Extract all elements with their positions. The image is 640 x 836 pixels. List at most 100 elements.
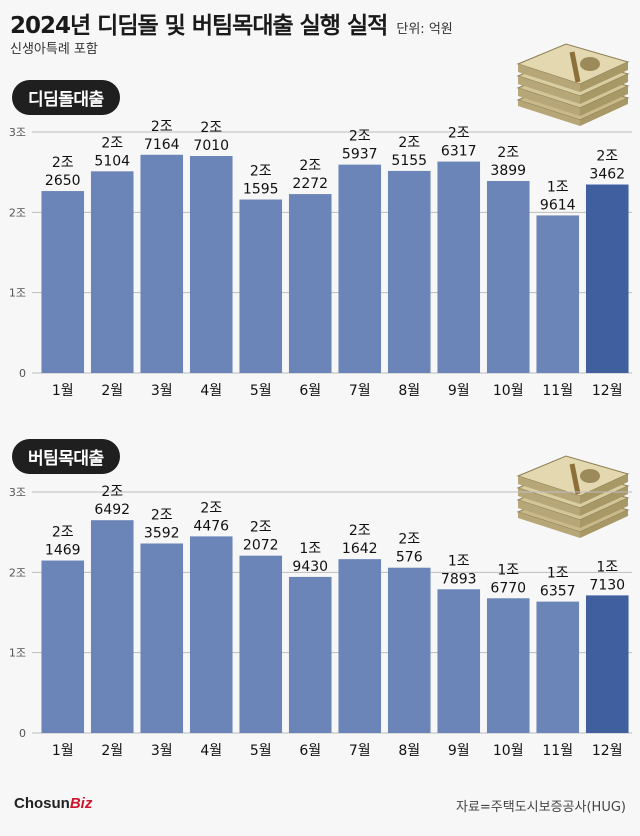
bar <box>536 601 580 733</box>
x-category-label: 1월 <box>52 383 74 399</box>
data-label-billion: 7893 <box>441 571 477 587</box>
source-note: 자료=주택도시보증공사(HUG) <box>455 800 626 815</box>
data-label-billion: 576 <box>396 550 423 566</box>
x-category-label: 5월 <box>250 383 272 399</box>
y-tick-label: 3조 <box>9 486 26 499</box>
data-label-trillion: 2조 <box>398 135 420 151</box>
data-label-trillion: 2조 <box>52 155 74 171</box>
data-label-billion: 5937 <box>342 147 378 163</box>
section-pill-didimdol: 디딤돌대출 <box>12 80 120 115</box>
data-label-trillion: 2조 <box>52 525 74 541</box>
data-label-billion: 6770 <box>490 580 526 596</box>
section-pill-beotimmok: 버팀목대출 <box>12 439 120 474</box>
bar <box>585 184 629 373</box>
unit-label: 단위: 억원 <box>396 22 453 37</box>
bar <box>338 559 382 733</box>
data-label-trillion: 2조 <box>596 149 618 165</box>
data-label-trillion: 2조 <box>101 484 123 500</box>
data-label-billion: 5104 <box>94 153 130 169</box>
data-label-trillion: 1조 <box>547 566 569 582</box>
x-category-label: 9월 <box>448 383 470 399</box>
data-label-billion: 2072 <box>243 538 279 554</box>
data-label-billion: 6317 <box>441 144 477 160</box>
bar <box>140 543 184 733</box>
data-label-trillion: 1조 <box>596 559 618 575</box>
x-category-label: 12월 <box>592 383 623 399</box>
money-stack-icon-2 <box>516 455 630 538</box>
bar <box>486 598 530 733</box>
y-tick-label: 1조 <box>9 647 26 660</box>
x-category-label: 2월 <box>101 383 123 399</box>
bar <box>189 536 233 733</box>
logo-accent-text: Biz <box>69 795 93 812</box>
bar <box>90 171 134 373</box>
bar <box>189 156 233 373</box>
data-label-billion: 1469 <box>45 543 81 559</box>
bar <box>536 215 580 373</box>
data-label-trillion: 2조 <box>250 164 272 180</box>
didimdol-bar-chart: 0 1조 2조 3조 2조 2650 1월 2조 5104 2월 2조 7164 3월 2조 7010 4월 2… <box>9 119 632 399</box>
data-label-billion: 9430 <box>292 559 328 575</box>
data-label-billion: 5155 <box>391 153 427 169</box>
data-label-billion: 2650 <box>45 173 81 189</box>
data-label-trillion: 2조 <box>151 119 173 135</box>
data-label-billion: 1595 <box>243 182 279 198</box>
bar <box>41 560 85 733</box>
page-subtitle: 신생아특례 포함 <box>10 42 98 57</box>
x-category-label: 2월 <box>101 743 123 759</box>
x-category-label: 1월 <box>52 743 74 759</box>
x-category-label: 8월 <box>398 383 420 399</box>
y-tick-label: 0 <box>19 727 26 740</box>
data-label-billion: 7164 <box>144 137 180 153</box>
bar <box>437 589 481 733</box>
x-category-label: 11월 <box>542 743 573 759</box>
x-category-label: 5월 <box>250 743 272 759</box>
bar <box>486 181 530 373</box>
data-label-trillion: 1조 <box>299 541 321 557</box>
data-label-billion: 9614 <box>540 197 576 213</box>
bar <box>239 199 283 373</box>
bar <box>41 191 85 373</box>
y-tick-label: 3조 <box>9 126 26 139</box>
data-label-billion: 3592 <box>144 525 180 541</box>
bar <box>387 567 431 733</box>
x-category-label: 3월 <box>151 383 173 399</box>
data-label-trillion: 2조 <box>398 532 420 548</box>
data-label-trillion: 2조 <box>151 507 173 523</box>
x-category-label: 7월 <box>349 743 371 759</box>
data-label-billion: 3462 <box>589 167 625 183</box>
y-tick-label: 1조 <box>9 287 26 300</box>
data-label-billion: 7130 <box>589 577 625 593</box>
y-tick-label: 2조 <box>9 206 26 219</box>
data-label-billion: 3899 <box>490 163 526 179</box>
data-label-trillion: 2조 <box>349 523 371 539</box>
data-label-trillion: 2조 <box>497 145 519 161</box>
data-label-billion: 2272 <box>292 176 328 192</box>
title-row: 2024년 디딤돌 및 버팀목대출 실행 실적 단위: 억원 <box>10 6 453 40</box>
data-label-trillion: 1조 <box>497 562 519 578</box>
bar <box>387 170 431 373</box>
y-tick-label: 0 <box>19 367 26 380</box>
y-tick-label: 2조 <box>9 566 26 579</box>
data-label-billion: 4476 <box>193 518 229 534</box>
page-title: 2024년 디딤돌 및 버팀목대출 실행 실적 <box>10 13 388 39</box>
data-label-trillion: 2조 <box>200 500 222 516</box>
bar <box>90 520 134 733</box>
x-category-label: 6월 <box>299 383 321 399</box>
data-label-trillion: 2조 <box>448 126 470 142</box>
chosunbiz-logo: ChosunBiz <box>14 795 92 812</box>
data-label-billion: 6492 <box>94 502 130 518</box>
x-category-label: 8월 <box>398 743 420 759</box>
bar <box>585 595 629 733</box>
bar <box>239 555 283 733</box>
data-label-trillion: 2조 <box>250 520 272 536</box>
x-category-label: 10월 <box>493 743 524 759</box>
bar <box>288 576 332 733</box>
data-label-billion: 1642 <box>342 541 378 557</box>
data-label-trillion: 2조 <box>101 135 123 151</box>
beotimmok-bar-chart: 0 1조 2조 3조 2조 1469 1월 2조 6492 2월 2조 3592 3월 2조 4476 4월 2… <box>9 484 632 759</box>
x-category-label: 4월 <box>200 383 222 399</box>
money-stack-icon <box>516 43 630 126</box>
data-label-trillion: 2조 <box>349 129 371 145</box>
data-label-billion: 7010 <box>193 138 229 154</box>
